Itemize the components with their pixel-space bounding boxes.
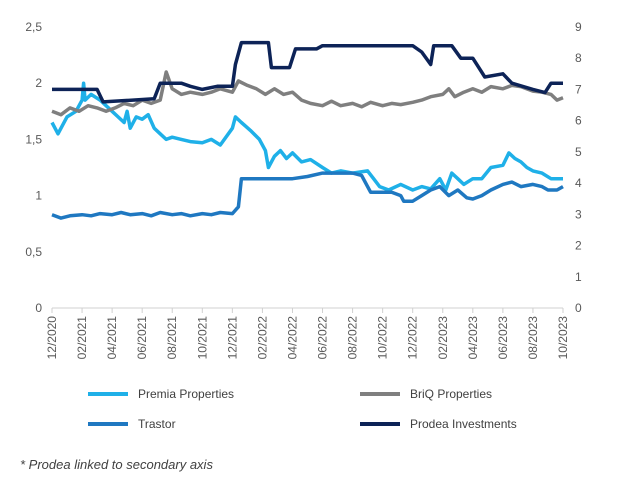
- right-axis-ticks: 0 1 2 3 4 5 6 7 8 9: [575, 20, 582, 315]
- y-right-tick-label: 7: [575, 82, 582, 96]
- x-tick-label: 08/2023: [526, 316, 540, 360]
- series-line-prodea-investments: [52, 40, 563, 104]
- y-left-tick-label: 2,5: [25, 20, 42, 34]
- y-right-tick-label: 9: [575, 20, 582, 34]
- legend-label: BriQ Properties: [410, 387, 492, 401]
- y-left-tick-label: 1,5: [25, 132, 42, 146]
- y-right-tick-label: 1: [575, 270, 582, 284]
- y-right-tick-label: 6: [575, 114, 582, 128]
- y-right-tick-label: 3: [575, 207, 582, 221]
- series-line-premia-properties: [50, 81, 563, 192]
- y-left-tick-label: 0,5: [25, 245, 42, 259]
- y-left-tick-label: 1: [35, 189, 42, 203]
- x-tick-label: 04/2022: [285, 316, 299, 360]
- x-tick-label: 12/2020: [45, 316, 59, 360]
- x-tick-label: 02/2021: [75, 316, 89, 360]
- x-tick-label: 08/2022: [346, 316, 360, 360]
- x-tick-label: 12/2022: [406, 316, 420, 360]
- x-tick-label: 10/2023: [556, 316, 570, 360]
- x-tick-label: 06/2023: [496, 316, 510, 360]
- y-right-tick-label: 0: [575, 301, 582, 315]
- x-tick-label: 02/2022: [255, 316, 269, 360]
- x-tick-label: 04/2023: [466, 316, 480, 360]
- x-axis: 12/2020 02/2021 04/2021 06/2021 08/2021 10/20…: [45, 307, 570, 360]
- y-right-tick-label: 5: [575, 145, 582, 159]
- legend-label: Premia Properties: [138, 387, 234, 401]
- y-right-tick-label: 2: [575, 239, 582, 253]
- x-tick-label: 08/2021: [165, 316, 179, 360]
- x-tick-label: 06/2022: [316, 316, 330, 360]
- x-tick-label: 12/2021: [225, 316, 239, 360]
- footnote: * Prodea linked to secondary axis: [20, 457, 213, 472]
- series-line-trastor: [51, 171, 564, 220]
- series-line-briq-properties: [51, 70, 564, 117]
- y-right-tick-label: 8: [575, 51, 582, 65]
- left-axis-ticks: 0 0,5 1 1,5 2 2,5: [25, 20, 42, 315]
- x-tick-label: 06/2021: [135, 316, 149, 360]
- y-right-tick-label: 4: [575, 176, 582, 190]
- legend: Premia Properties BriQ Properties Trastor P…: [88, 387, 517, 431]
- x-tick-label: 02/2023: [436, 316, 450, 360]
- x-tick-label: 04/2021: [105, 316, 119, 360]
- legend-label: Prodea Investments: [410, 417, 517, 431]
- y-left-tick-label: 2: [35, 76, 42, 90]
- legend-label: Trastor: [138, 417, 176, 431]
- y-left-tick-label: 0: [35, 301, 42, 315]
- x-tick-label: 10/2022: [376, 316, 390, 360]
- x-tick-label: 10/2021: [195, 316, 209, 360]
- series-layer: [50, 40, 564, 220]
